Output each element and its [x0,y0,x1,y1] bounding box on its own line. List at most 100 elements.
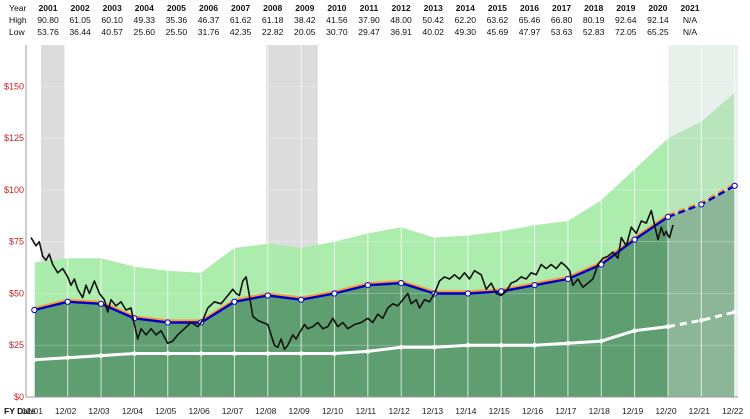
x-tick-label: 12/11 [356,406,377,416]
low-cell: 36.44 [69,27,91,37]
high-cell: 66.80 [550,15,573,25]
normal-value-point [264,292,271,299]
dividend-point [598,338,604,344]
normal-value-point [64,298,71,305]
low-cell: 36.91 [390,27,412,37]
x-tick-label: 12/05 [155,406,177,416]
dividend-point [298,351,304,356]
high-cell: 60.10 [101,15,123,25]
high-cell: 65.46 [518,15,541,25]
year-cell: 2010 [327,3,347,13]
dividend-line [34,325,669,362]
dividend-point [465,342,471,348]
normal-value-point [664,213,672,220]
high-cell: 90.80 [37,15,59,25]
x-axis-title: FY Date [4,406,36,416]
high-cell: 61.05 [69,15,91,25]
x-tick-label: 12/17 [555,406,577,416]
dividend-point [632,328,637,334]
x-tick-label: 12/21 [689,406,711,416]
dividend-point [498,342,504,348]
low-cell: 49.30 [454,27,477,37]
dividend-point [398,345,404,350]
dividend-point [265,351,271,356]
low-cell: 20.05 [294,27,316,37]
normal-value-point [298,296,305,303]
year-cell: 2019 [616,3,636,13]
year-cell: 2014 [455,3,475,13]
low-cell: 47.97 [518,27,541,37]
year-cell: 2002 [70,3,90,13]
year-cell: 2009 [295,3,315,13]
normal-value-line [34,215,669,324]
high-cell: 92.64 [615,15,637,25]
low-cell: 25.50 [165,27,188,37]
high-cell: 61.62 [229,15,252,25]
high-cell: 63.62 [486,15,509,25]
x-tick-label: 12/15 [489,406,511,416]
normal-value-point [531,282,538,289]
year-cell: 2012 [391,3,411,13]
dividend-point [365,349,371,354]
y-tick-label: $0 [14,392,24,402]
high-cell: 35.36 [165,15,188,25]
low-cell: 72.05 [615,27,637,37]
year-cell: 2008 [263,3,283,13]
y-tick-label: $150 [4,81,24,91]
normal-value-point [97,300,105,307]
dividend-point [665,324,671,329]
high-cell: 62.20 [454,15,477,25]
y-tick-label: $125 [4,133,24,143]
dividend-point [565,340,571,346]
low-cell: 53.63 [550,27,573,37]
x-tick-label: 12/06 [188,406,210,416]
x-tick-label: 12/20 [655,406,677,416]
normal-value-outline [33,214,669,323]
normal-value-point [631,236,638,243]
year-cell: 2007 [231,3,251,13]
normal-value-point [164,319,171,326]
year-cell: 2011 [359,3,379,13]
low-cell: 45.69 [486,27,509,37]
year-cell: 2013 [423,3,443,13]
year-cell: 2017 [552,3,572,13]
normal-value-point [698,201,705,208]
dividend-point [732,309,737,315]
high-cell: 37.90 [358,15,380,25]
normal-value-point [231,298,238,305]
high-cell: 80.19 [582,15,605,25]
low-cell: 29.47 [358,27,380,37]
x-tick-label: 12/01 [22,406,44,416]
x-tick-label: 12/14 [455,406,477,416]
year-cell: 2016 [519,3,540,13]
high-cell: 50.42 [422,15,444,25]
low-cell: 42.35 [229,27,252,37]
year-cell: 2004 [134,3,154,13]
x-tick-label: 12/16 [522,406,544,416]
x-tick-label: 12/18 [589,406,611,416]
dividend-point [532,342,537,348]
year-cell: 2020 [648,3,668,13]
dividend-point [432,345,437,350]
dividend-point [65,355,70,360]
dividend-point [198,351,204,356]
y-tick-label: $100 [4,185,24,195]
high-cell: N/A [682,15,698,25]
dividend-point [232,351,237,356]
low-cell: 22.82 [261,27,284,37]
normal-value-point [31,306,38,314]
y-tick-label: $75 [9,237,24,247]
high-cell: 48.00 [390,15,412,25]
low-cell: 65.25 [647,27,669,37]
low-row-label: Low [9,27,25,37]
dividend-point [98,353,104,358]
normal-value-point [331,290,338,297]
x-tick-label: 12/09 [288,406,310,416]
normal-value-point [731,182,738,189]
y-tick-label: $50 [9,288,24,298]
year-cell: 2021 [680,3,700,13]
year-cell: 2005 [166,3,186,13]
x-tick-label: 12/22 [722,406,744,416]
low-cell: 25.60 [133,27,156,37]
low-cell: 53.76 [37,27,59,37]
